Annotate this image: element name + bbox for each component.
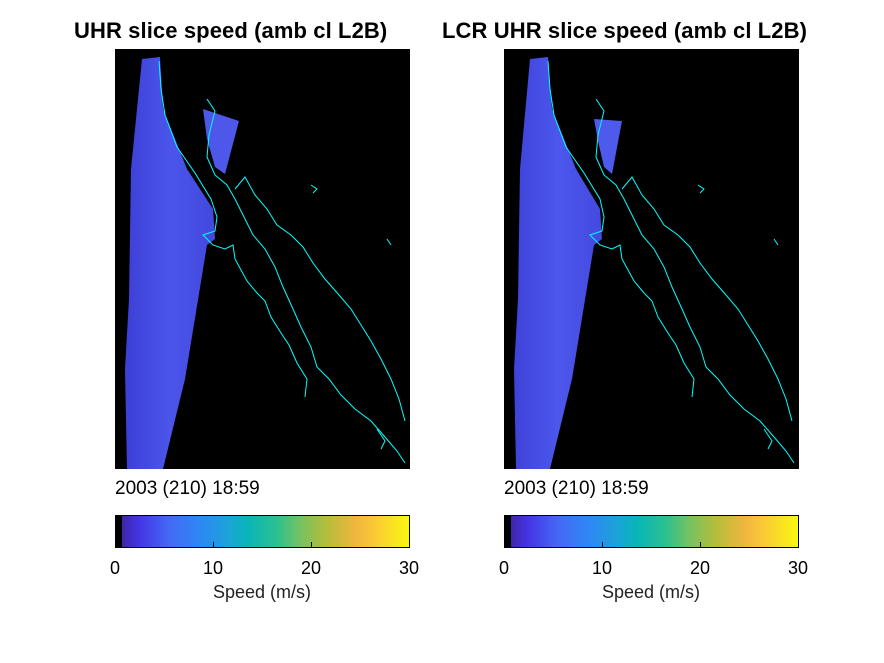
colorbar-label: Speed (m/s) [212,582,312,602]
date-label: 2003 (210) 18:59 [504,478,649,499]
colorbar-tick [602,542,603,547]
colorbar-tick [700,542,701,547]
colorbar-tick [409,542,410,547]
colorbar [504,515,799,548]
swath-main [514,57,602,469]
swath-gulf [203,109,239,174]
colorbar-tick [213,542,214,547]
colorbar-ticks: 0 10 20 30 [499,542,808,578]
colorbar-tick-label: 0 [498,558,510,578]
colorbar-label: Speed (m/s) [601,582,701,602]
colorbar [115,515,410,548]
colorbar-ticks: 0 10 20 30 [110,542,419,578]
colorbar-tick [798,542,799,547]
swath-gulf [594,119,622,174]
colorbar-tick [311,542,312,547]
colorbar-tick-label: 10 [202,558,224,578]
panel-uhr: UHR slice speed (amb cl L2B) 2003 ( [74,18,419,602]
speed-map [115,49,410,469]
colorbar-tick-label: 10 [591,558,613,578]
panel-lcr-uhr: LCR UHR slice speed (amb cl L2B) 20 [442,0,884,663]
chart-title: LCR UHR slice speed (amb cl L2B) [442,18,808,43]
colorbar-tick-label: 0 [109,558,121,578]
speed-map-svg [514,57,795,469]
speed-map [504,49,799,469]
speed-map-svg [125,57,406,469]
colorbar-tick-label: 20 [689,558,711,578]
date-label: 2003 (210) 18:59 [115,478,260,499]
chart-title: UHR slice speed (amb cl L2B) [74,18,388,43]
swath-main [125,57,215,469]
colorbar-tick-label: 30 [398,558,420,578]
colorbar-tick [504,542,505,547]
coastline [547,60,795,464]
colorbar-tick-label: 30 [787,558,809,578]
coastline [158,60,406,464]
colorbar-tick [115,542,116,547]
colorbar-tick-label: 20 [300,558,322,578]
